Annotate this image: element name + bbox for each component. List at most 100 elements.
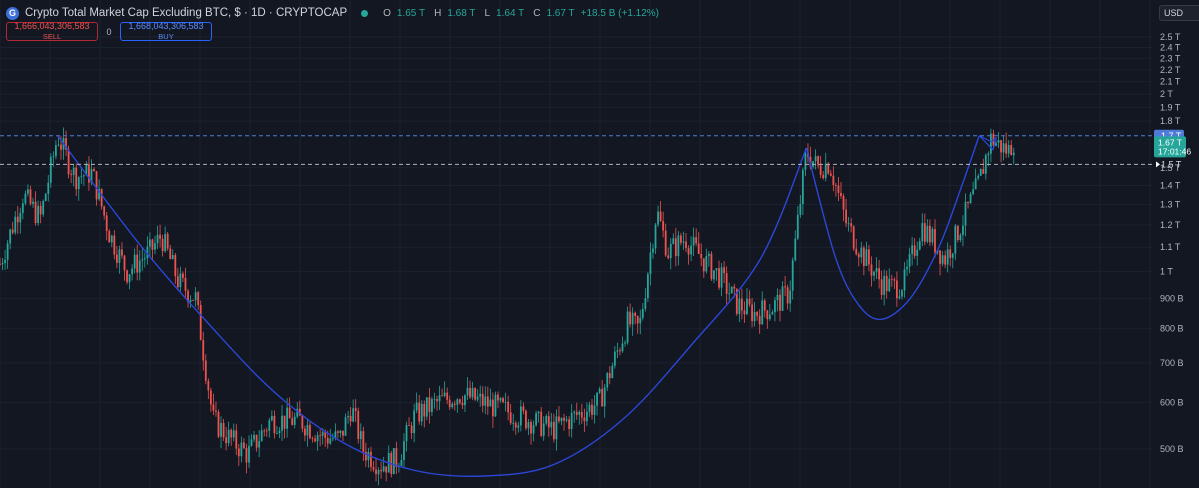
candle-body bbox=[880, 279, 883, 295]
candle-body bbox=[730, 286, 733, 294]
candle-body bbox=[377, 469, 380, 475]
candle-body bbox=[95, 171, 98, 200]
candle-body bbox=[527, 422, 530, 429]
candle-body bbox=[194, 292, 197, 301]
candle-body bbox=[690, 245, 692, 255]
ohlc-low-value: 1.64 T bbox=[496, 7, 525, 19]
candle-body bbox=[644, 298, 647, 309]
candle-body bbox=[923, 223, 926, 242]
candle-body bbox=[105, 215, 108, 232]
candle-body bbox=[443, 392, 446, 397]
candle-body bbox=[380, 469, 383, 472]
candle-body bbox=[967, 201, 969, 204]
candle-body bbox=[0, 264, 1, 265]
candle-body bbox=[245, 448, 248, 463]
spread-value: 0 bbox=[106, 26, 112, 37]
candle-body bbox=[606, 373, 609, 388]
candle-body bbox=[949, 249, 952, 258]
candle-body bbox=[598, 388, 601, 393]
candle-body bbox=[77, 177, 80, 190]
candle-body bbox=[42, 200, 45, 215]
candle-body bbox=[613, 351, 616, 366]
candle-body bbox=[182, 273, 184, 278]
candle-body bbox=[293, 416, 296, 425]
candle-body bbox=[979, 169, 982, 176]
candle-body bbox=[649, 252, 652, 275]
price-tick-label: 2.2 T bbox=[1160, 65, 1181, 75]
candle-body bbox=[372, 467, 375, 470]
candle-body bbox=[774, 300, 776, 313]
ohlc-close-label: C bbox=[533, 7, 541, 19]
candle-body bbox=[946, 249, 949, 265]
currency-selector[interactable]: USD bbox=[1159, 5, 1199, 21]
candle-body bbox=[52, 156, 55, 158]
candle-body bbox=[697, 243, 700, 254]
candle-body bbox=[57, 144, 60, 146]
candle-body bbox=[550, 422, 553, 428]
price-tick-label: 900 B bbox=[1160, 294, 1184, 304]
candle-body bbox=[126, 270, 128, 283]
candle-body bbox=[425, 397, 428, 417]
candle-body bbox=[743, 310, 746, 315]
coin-logo-icon: G bbox=[6, 6, 19, 20]
candle-body bbox=[65, 137, 67, 150]
ohlc-high-value: 1.68 T bbox=[447, 7, 476, 19]
candle-body bbox=[575, 411, 578, 415]
candle-body bbox=[136, 254, 139, 273]
candle-body bbox=[682, 241, 685, 243]
candle-body bbox=[829, 173, 832, 176]
candle-body bbox=[108, 231, 111, 243]
candle-body bbox=[446, 392, 449, 400]
candle-body bbox=[654, 224, 657, 249]
price-tick-label: 2.5 T bbox=[1160, 32, 1181, 42]
candle-body bbox=[21, 203, 24, 213]
price-axis[interactable]: 500 B 600 B 700 B 800 B 900 B 1 T 1.1 T 1.2 T 1.… bbox=[1154, 32, 1191, 454]
drawing-curves bbox=[57, 135, 998, 477]
candle-body bbox=[385, 466, 388, 473]
buy-button[interactable]: 1,668,043,306,583 BUY bbox=[120, 22, 212, 41]
candle-body bbox=[161, 238, 164, 252]
candle-body bbox=[339, 430, 342, 433]
candle-body bbox=[542, 423, 545, 436]
candle-body bbox=[164, 233, 167, 252]
candle-body bbox=[1000, 140, 1002, 153]
candle-body bbox=[987, 153, 990, 156]
candle-body bbox=[469, 387, 471, 398]
candle-body bbox=[408, 425, 410, 426]
symbol-title[interactable]: Crypto Total Market Cap Excluding BTC, $… bbox=[25, 7, 348, 19]
candle-body bbox=[344, 417, 347, 436]
candle-body bbox=[370, 451, 372, 468]
price-tick-label: 1 T bbox=[1160, 267, 1173, 277]
candle-body bbox=[695, 237, 698, 244]
candle-body bbox=[768, 314, 771, 320]
candle-body bbox=[314, 438, 316, 442]
price-tick-label: 1.9 T bbox=[1160, 102, 1181, 112]
candle-body bbox=[248, 445, 250, 463]
candle-body bbox=[514, 423, 517, 428]
candle-body bbox=[113, 235, 116, 255]
candle-body bbox=[1012, 152, 1015, 156]
candle-body bbox=[362, 431, 365, 452]
candle-body bbox=[578, 411, 581, 415]
candle-body bbox=[1007, 145, 1010, 154]
candle-body bbox=[202, 340, 205, 361]
candle-body bbox=[138, 260, 141, 273]
candle-body bbox=[817, 156, 820, 166]
candle-body bbox=[192, 299, 194, 301]
candle-body bbox=[687, 248, 690, 255]
candle-body bbox=[499, 398, 502, 401]
candle-body bbox=[93, 169, 95, 172]
candle-body bbox=[415, 402, 418, 411]
candle-body bbox=[438, 395, 441, 402]
candle-body bbox=[997, 140, 1000, 143]
candle-body bbox=[123, 255, 126, 271]
level-marker-icon bbox=[1156, 161, 1160, 168]
candle-body bbox=[481, 393, 484, 406]
candle-body bbox=[179, 273, 182, 288]
sell-button[interactable]: 1,666,043,306,583 SELL bbox=[6, 22, 98, 41]
candle-body bbox=[570, 412, 573, 429]
candle-body bbox=[636, 316, 639, 324]
candle-body bbox=[916, 249, 919, 256]
candle-body bbox=[334, 431, 337, 439]
